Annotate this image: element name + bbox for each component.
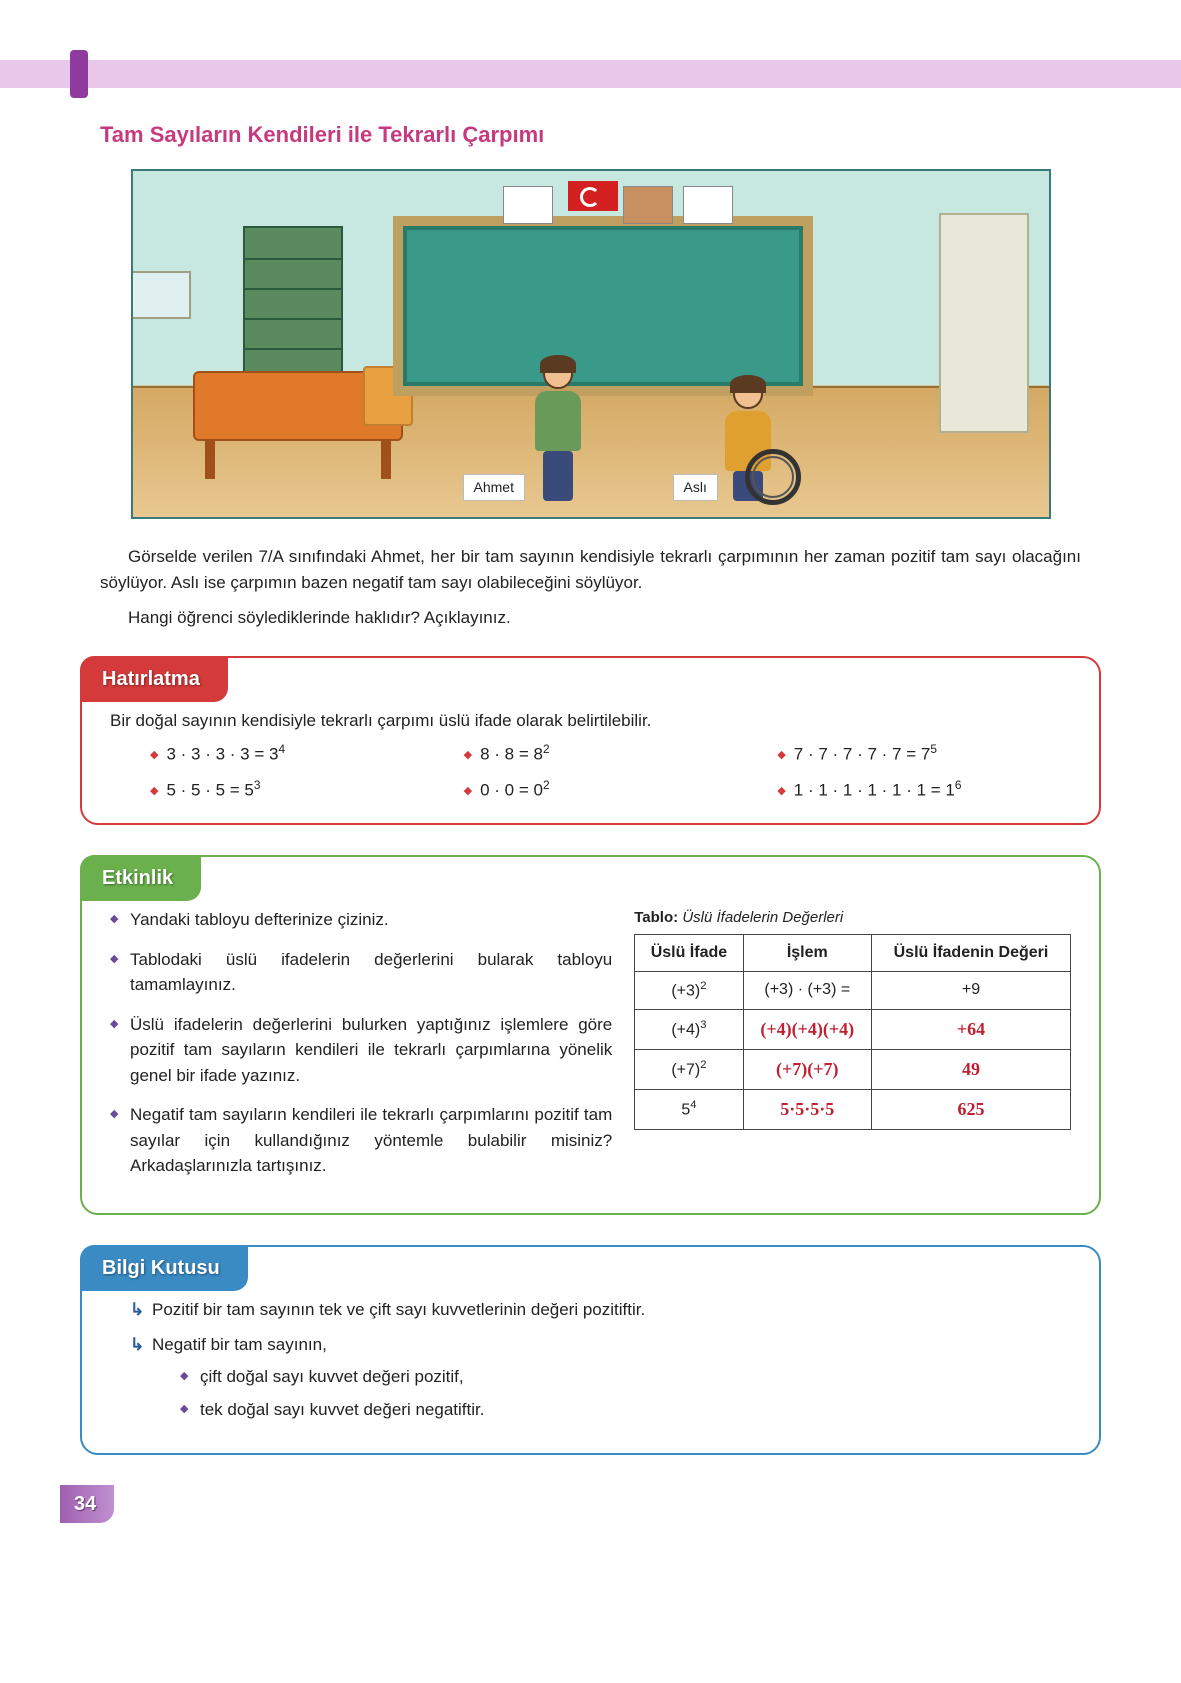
door bbox=[939, 213, 1029, 433]
page-number: 34 bbox=[70, 1485, 1111, 1523]
student-ahmet: Ahmet bbox=[523, 359, 593, 501]
val-cell: +9 bbox=[871, 971, 1070, 1009]
etkinlik-bullet: Yandaki tabloyu defterinize çiziniz. bbox=[110, 907, 612, 933]
op-cell: (+3) · (+3) = bbox=[743, 971, 871, 1009]
table-row: (+4)3(+4)(+4)(+4)+64 bbox=[635, 1010, 1071, 1050]
bilgi-item: Negatif bir tam sayının,çift doğal sayı … bbox=[130, 1332, 1071, 1423]
page: Tam Sayıların Kendileri ile Tekrarlı Çar… bbox=[0, 0, 1181, 1563]
example-item: 1 · 1 · 1 · 1 · 1 · 1 = 16 bbox=[777, 777, 1071, 803]
student-label: Ahmet bbox=[463, 474, 525, 501]
intro-paragraph: Görselde verilen 7/A sınıfındaki Ahmet, … bbox=[100, 544, 1081, 595]
op-cell: 5·5·5·5 bbox=[743, 1090, 871, 1130]
table-title: Tablo: Üslü İfadelerin Değerleri bbox=[634, 907, 1071, 930]
table-header: Üslü İfadenin Değeri bbox=[871, 934, 1070, 971]
val-cell: 49 bbox=[871, 1050, 1070, 1090]
section-title: Tam Sayıların Kendileri ile Tekrarlı Çar… bbox=[100, 118, 1111, 151]
bilgi-subitem: tek doğal sayı kuvvet değeri negatiftir. bbox=[180, 1397, 1071, 1423]
bilgi-tab: Bilgi Kutusu bbox=[80, 1245, 248, 1291]
bilgi-item: Pozitif bir tam sayının tek ve çift sayı… bbox=[130, 1297, 1071, 1323]
window bbox=[131, 271, 191, 319]
expr-cell: (+4)3 bbox=[635, 1010, 743, 1050]
expr-cell: 54 bbox=[635, 1090, 743, 1130]
etkinlik-bullet: Tablodaki üslü ifadelerin değerlerini bu… bbox=[110, 947, 612, 998]
table-row: (+3)2(+3) · (+3) =+9 bbox=[635, 971, 1071, 1009]
example-item: 7 · 7 · 7 · 7 · 7 = 75 bbox=[777, 741, 1071, 767]
hatirlatma-intro: Bir doğal sayının kendisiyle tekrarlı ça… bbox=[110, 708, 1071, 734]
op-cell: (+4)(+4)(+4) bbox=[743, 1010, 871, 1050]
poster bbox=[503, 186, 553, 224]
hatirlatma-tab: Hatırlatma bbox=[80, 656, 228, 702]
etkinlik-bullets: Yandaki tabloyu defterinize çiziniz. Tabl… bbox=[110, 907, 612, 1193]
bilgi-list: Pozitif bir tam sayının tek ve çift sayı… bbox=[110, 1297, 1071, 1423]
etkinlik-table-area: Tablo: Üslü İfadelerin Değerleri Üslü İf… bbox=[634, 907, 1071, 1130]
poster bbox=[683, 186, 733, 224]
etkinlik-bullet: Negatif tam sayıların kendileri ile tekr… bbox=[110, 1102, 612, 1179]
expr-cell: (+3)2 bbox=[635, 971, 743, 1009]
header-bar bbox=[0, 60, 1181, 88]
expr-cell: (+7)2 bbox=[635, 1050, 743, 1090]
example-item: 3 · 3 · 3 · 3 = 34 bbox=[150, 741, 444, 767]
hatirlatma-box: Hatırlatma Bir doğal sayının kendisiyle … bbox=[80, 656, 1101, 826]
etkinlik-tab: Etkinlik bbox=[80, 855, 201, 901]
etkinlik-box: Etkinlik Yandaki tabloyu defterinize çiz… bbox=[80, 855, 1101, 1215]
examples-grid: 3 · 3 · 3 · 3 = 34 8 · 8 = 82 7 · 7 · 7 · … bbox=[110, 741, 1071, 803]
flag-icon bbox=[568, 181, 618, 211]
table-row: 545·5·5·5625 bbox=[635, 1090, 1071, 1130]
table-row: (+7)2(+7)(+7)49 bbox=[635, 1050, 1071, 1090]
example-item: 0 · 0 = 02 bbox=[464, 777, 758, 803]
bilgi-box: Bilgi Kutusu Pozitif bir tam sayının tek… bbox=[80, 1245, 1101, 1455]
etkinlik-bullet: Üslü ifadelerin değerlerini bulurken yap… bbox=[110, 1012, 612, 1089]
uslu-table: Üslü İfadeİşlemÜslü İfadenin Değeri (+3)… bbox=[634, 934, 1071, 1130]
portrait bbox=[623, 186, 673, 224]
wheelchair-icon bbox=[745, 449, 801, 505]
header-tab bbox=[70, 50, 88, 98]
classroom-illustration: Ahmet Aslı bbox=[131, 169, 1051, 519]
table-header: İşlem bbox=[743, 934, 871, 971]
intro-question: Hangi öğrenci söylediklerinde haklıdır? … bbox=[100, 605, 1081, 631]
student-asli: Aslı bbox=[713, 379, 783, 501]
val-cell: +64 bbox=[871, 1010, 1070, 1050]
example-item: 8 · 8 = 82 bbox=[464, 741, 758, 767]
student-label: Aslı bbox=[673, 474, 718, 501]
bilgi-subitem: çift doğal sayı kuvvet değeri pozitif, bbox=[180, 1364, 1071, 1390]
op-cell: (+7)(+7) bbox=[743, 1050, 871, 1090]
table-header: Üslü İfade bbox=[635, 934, 743, 971]
val-cell: 625 bbox=[871, 1090, 1070, 1130]
chalkboard bbox=[393, 216, 813, 396]
example-item: 5 · 5 · 5 = 53 bbox=[150, 777, 444, 803]
